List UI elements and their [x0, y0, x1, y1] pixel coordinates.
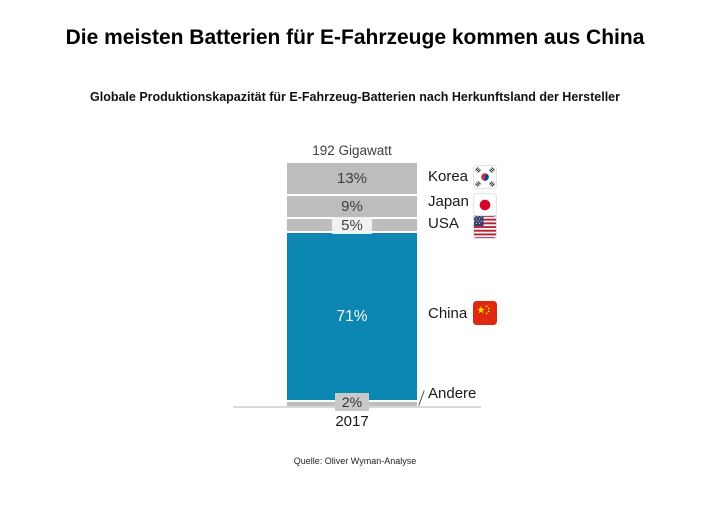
bar-stack: 13% 9% 5% 71% 2%: [287, 163, 417, 411]
bar-segment-korea: 13%: [287, 163, 417, 194]
bar-total-label: 192 Gigawatt: [312, 143, 392, 158]
bar-segment-japan: 9%: [287, 196, 417, 217]
bar-segment-usa: 5%: [287, 216, 417, 234]
legend-label-andere: Andere: [428, 385, 477, 402]
chart-title: Die meisten Batterien für E-Fahrzeuge ko…: [65, 26, 645, 49]
segment-value-label: 5%: [332, 216, 372, 234]
korea-flag-icon: [473, 165, 497, 189]
segment-value-label: 2%: [334, 392, 370, 411]
legend-label-japan: Japan: [428, 193, 469, 210]
source-caption: Quelle: Oliver Wyman-Analyse: [293, 456, 417, 466]
legend-label-korea: Korea: [428, 168, 469, 185]
bar-segment-china: 71%: [287, 233, 417, 400]
andere-callout-line: [418, 390, 425, 406]
segment-value-label: 71%: [336, 307, 368, 325]
bar-segment-andere: 2%: [287, 392, 417, 411]
china-flag-icon: [473, 301, 497, 325]
segment-value-label: 13%: [336, 170, 368, 187]
legend-label-usa: USA: [428, 215, 459, 232]
japan-flag-icon: [473, 193, 497, 217]
x-axis-tick-2017: 2017: [335, 413, 369, 430]
segment-value-label: 9%: [341, 198, 363, 215]
chart-subtitle: Globale Produktionskapazität für E-Fahrz…: [90, 90, 620, 104]
legend-label-china: China: [428, 305, 468, 322]
usa-flag-icon: [473, 215, 497, 239]
